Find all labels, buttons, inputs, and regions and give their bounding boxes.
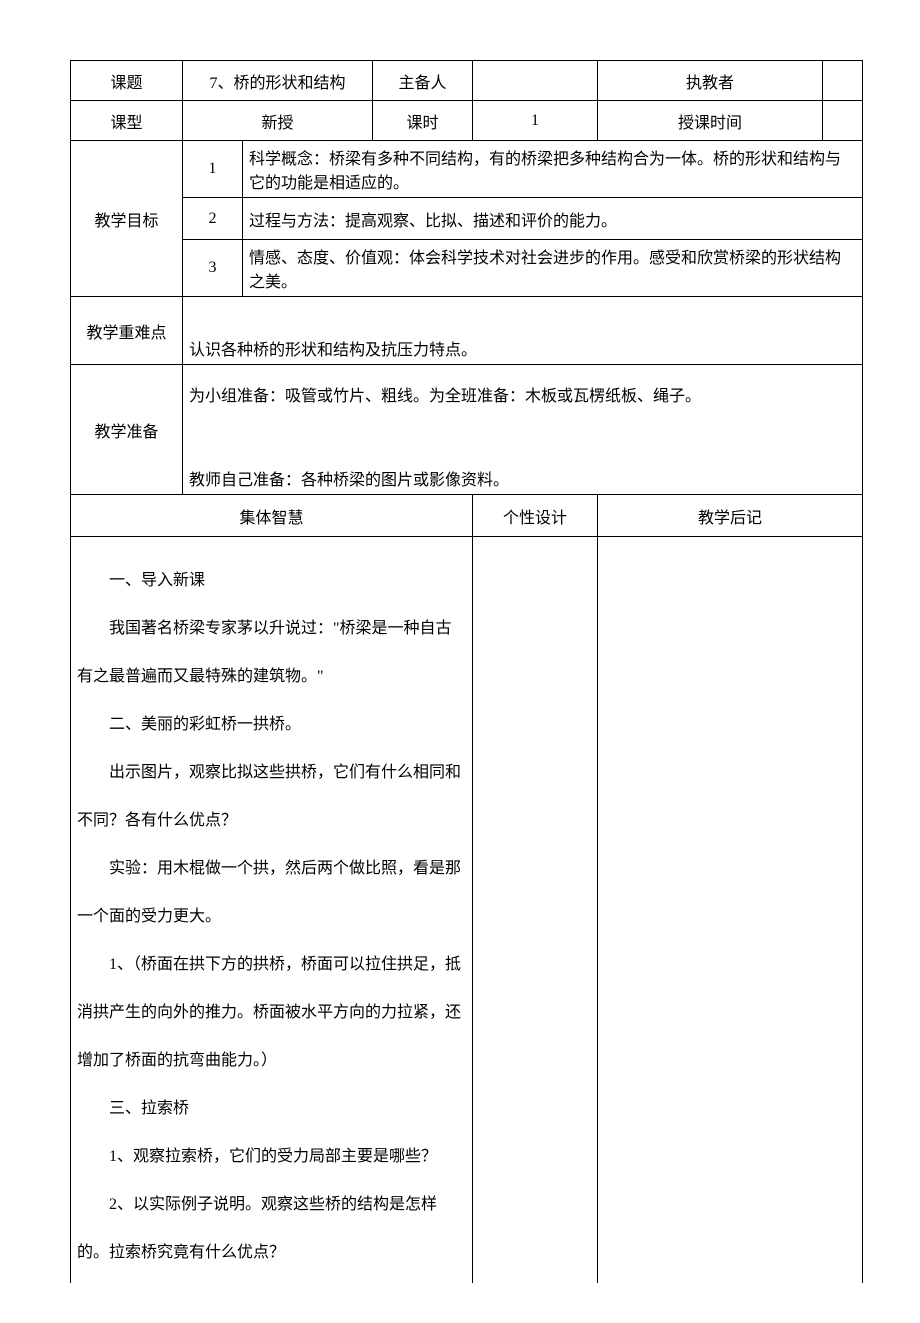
- label-preparer: 主备人: [373, 61, 473, 101]
- content-p2: 我国著名桥梁专家茅以升说过："桥梁是一种自古有之最普遍而又最特殊的建筑物。": [77, 605, 466, 701]
- content-p8: 1、观察拉索桥，它们的受力局部主要是哪些？: [77, 1133, 466, 1181]
- content-design: [473, 537, 598, 1284]
- prep-line-1: 为小组准备：吸管或竹片、粗线。为全班准备：木板或瓦楞纸板、绳子。: [189, 382, 856, 406]
- label-time: 授课时间: [598, 101, 823, 141]
- label-difficulty: 教学重难点: [71, 297, 183, 365]
- section-wisdom: 集体智慧: [71, 495, 473, 537]
- lesson-plan-table: 课题 7、桥的形状和结构 主备人 执教者 课型 新授 课时 1 授课时间 教学目…: [70, 60, 863, 1283]
- content-p9: 2、以实际例子说明。观察这些桥的结构是怎样的。拉索桥究竟有什么优点？: [77, 1181, 466, 1277]
- goal-text-3: 情感、态度、价值观：体会科学技术对社会进步的作用。感受和欣赏桥梁的形状结构之美。: [243, 240, 863, 297]
- prep-line-2: 教师自己准备：各种桥梁的图片或影像资料。: [189, 466, 856, 490]
- label-goals: 教学目标: [71, 141, 183, 297]
- content-p7: 三、拉索桥: [77, 1085, 466, 1133]
- content-notes: [598, 537, 863, 1284]
- content-p3: 二、美丽的彩虹桥一拱桥。: [77, 701, 466, 749]
- goal-text-1: 科学概念：桥梁有多种不同结构，有的桥梁把多种结构合为一体。桥的形状和结构与它的功…: [243, 141, 863, 198]
- value-preparer: [473, 61, 598, 101]
- value-type: 新授: [183, 101, 373, 141]
- value-teacher: [823, 61, 863, 101]
- goal-num-2: 2: [183, 198, 243, 240]
- content-p6: 1、（桥面在拱下方的拱桥，桥面可以拉住拱足，抵消拱产生的向外的推力。桥面被水平方…: [77, 941, 466, 1085]
- preparation-text: 为小组准备：吸管或竹片、粗线。为全班准备：木板或瓦楞纸板、绳子。 教师自己准备：…: [183, 365, 863, 495]
- value-topic: 7、桥的形状和结构: [183, 61, 373, 101]
- section-design: 个性设计: [473, 495, 598, 537]
- label-preparation: 教学准备: [71, 365, 183, 495]
- content-p4: 出示图片，观察比拟这些拱桥，它们有什么相同和不同？各有什么优点？: [77, 749, 466, 845]
- section-notes: 教学后记: [598, 495, 863, 537]
- value-period: 1: [473, 101, 598, 141]
- value-time: [823, 101, 863, 141]
- label-period: 课时: [373, 101, 473, 141]
- content-wisdom: 一、导入新课 我国著名桥梁专家茅以升说过："桥梁是一种自古有之最普遍而又最特殊的…: [71, 537, 473, 1284]
- goal-num-1: 1: [183, 141, 243, 198]
- difficulty-text: 认识各种桥的形状和结构及抗压力特点。: [183, 297, 863, 365]
- label-type: 课型: [71, 101, 183, 141]
- content-p1: 一、导入新课: [77, 557, 466, 605]
- goal-text-2: 过程与方法：提高观察、比拟、描述和评价的能力。: [243, 198, 863, 240]
- goal-num-3: 3: [183, 240, 243, 297]
- label-topic: 课题: [71, 61, 183, 101]
- content-p5: 实验：用木棍做一个拱，然后两个做比照，看是那一个面的受力更大。: [77, 845, 466, 941]
- label-teacher: 执教者: [598, 61, 823, 101]
